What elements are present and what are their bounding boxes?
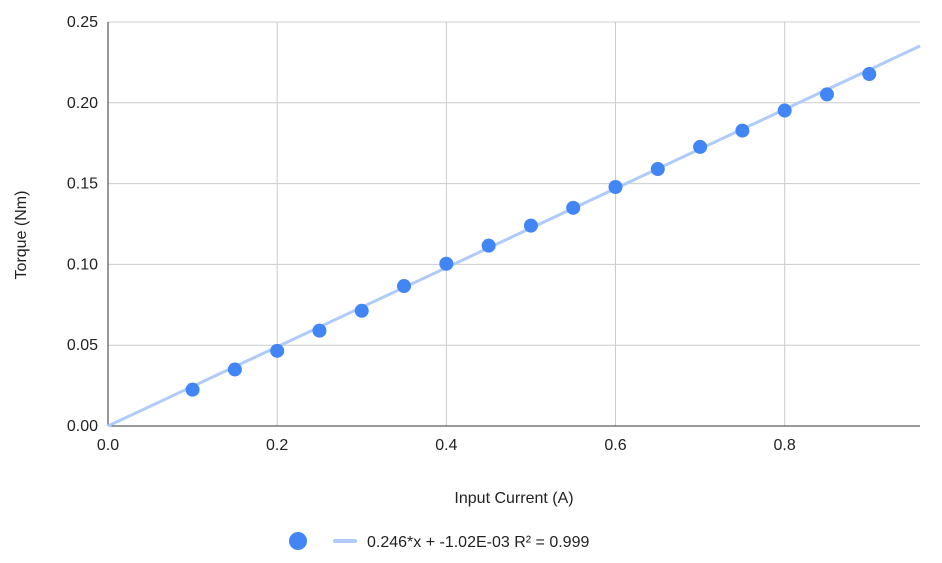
data-point xyxy=(523,218,538,233)
x-tick-label: 0.8 xyxy=(774,437,796,454)
y-tick-label: 0.20 xyxy=(67,95,98,112)
x-tick-label: 0.4 xyxy=(435,437,457,454)
y-tick-label: 0.00 xyxy=(67,418,98,435)
x-tick-label: 0.2 xyxy=(266,437,288,454)
legend-label: 0.246*x + -1.02E-03 R² = 0.999 xyxy=(367,534,589,551)
legend-point-marker xyxy=(289,532,307,550)
x-axis-title: Input Current (A) xyxy=(454,490,573,507)
data-point xyxy=(777,103,792,118)
data-point xyxy=(862,67,877,82)
data-point xyxy=(608,179,623,194)
data-point xyxy=(397,279,412,294)
data-point xyxy=(735,123,750,138)
data-point xyxy=(439,256,454,271)
data-point xyxy=(312,323,327,338)
y-tick-label: 0.15 xyxy=(67,176,98,193)
x-tick-label: 0.6 xyxy=(604,437,626,454)
data-point xyxy=(693,139,708,154)
data-points xyxy=(185,67,877,397)
data-point xyxy=(566,200,581,215)
x-tick-label: 0.0 xyxy=(97,437,119,454)
grid-lines xyxy=(108,21,920,426)
data-point xyxy=(185,382,200,397)
data-point xyxy=(650,162,665,177)
data-point xyxy=(270,343,285,358)
x-tick-labels: 0.0 0.2 0.4 0.6 0.8 xyxy=(97,437,796,454)
y-tick-label: 0.25 xyxy=(67,14,98,31)
y-tick-labels: 0.00 0.05 0.10 0.15 0.20 0.25 xyxy=(67,14,98,435)
axes xyxy=(107,22,920,427)
legend: 0.246*x + -1.02E-03 R² = 0.999 xyxy=(289,532,589,551)
y-tick-label: 0.05 xyxy=(67,337,98,354)
y-tick-label: 0.10 xyxy=(67,256,98,273)
data-point xyxy=(227,362,242,377)
data-point xyxy=(481,238,496,253)
y-axis-title: Torque (Nm) xyxy=(13,191,30,280)
data-point xyxy=(819,87,834,102)
data-point xyxy=(354,303,369,318)
